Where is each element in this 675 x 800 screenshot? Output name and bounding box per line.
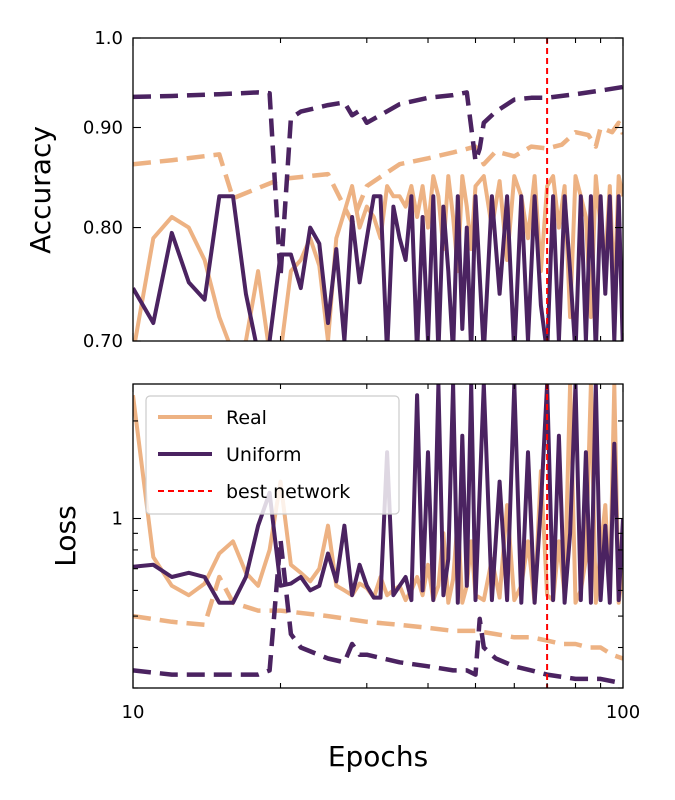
- accuracy-panel: 0.70 0.80 0.90 1.0 Accuracy: [24, 28, 624, 352]
- xlabel-epochs: Epochs: [328, 740, 428, 773]
- loss-axes-frame: [132, 383, 624, 689]
- loss-series-uniform-val: [133, 384, 623, 605]
- legend-box: [145, 395, 400, 515]
- xtick-label: 100: [606, 702, 640, 723]
- acc-series-real-train: [133, 120, 623, 225]
- loss-series-real-train: [133, 574, 623, 661]
- xtick-label: 10: [122, 702, 145, 723]
- accuracy-ticks: 0.70 0.80 0.90 1.0: [83, 28, 624, 352]
- loss-ylabel: Loss: [49, 505, 82, 566]
- loss-ticks: 10 100 1: [112, 384, 640, 723]
- loss-panel: 10 100 1 Loss Epochs Real Uniform best net…: [49, 383, 640, 773]
- acc-ytick-label: 0.70: [83, 331, 123, 352]
- acc-series-uniform-train: [133, 84, 623, 279]
- accuracy-axes-frame: [132, 37, 624, 342]
- legend: Real Uniform best network: [145, 395, 400, 515]
- loss-series-group: [133, 384, 623, 686]
- acc-ytick-label: 0.80: [83, 218, 123, 239]
- legend-label-real: Real: [226, 407, 267, 429]
- accuracy-ylabel: Accuracy: [24, 126, 57, 254]
- acc-ytick-label: 1.0: [94, 28, 123, 49]
- acc-series-uniform-val: [133, 194, 623, 341]
- loss-ytick-label: 1: [112, 509, 123, 530]
- acc-ytick-label: 0.90: [83, 118, 123, 139]
- legend-label-best-network: best network: [226, 481, 350, 503]
- accuracy-series-group: [133, 84, 623, 341]
- loss-series-uniform-train: [133, 537, 623, 686]
- legend-label-uniform: Uniform: [226, 444, 302, 466]
